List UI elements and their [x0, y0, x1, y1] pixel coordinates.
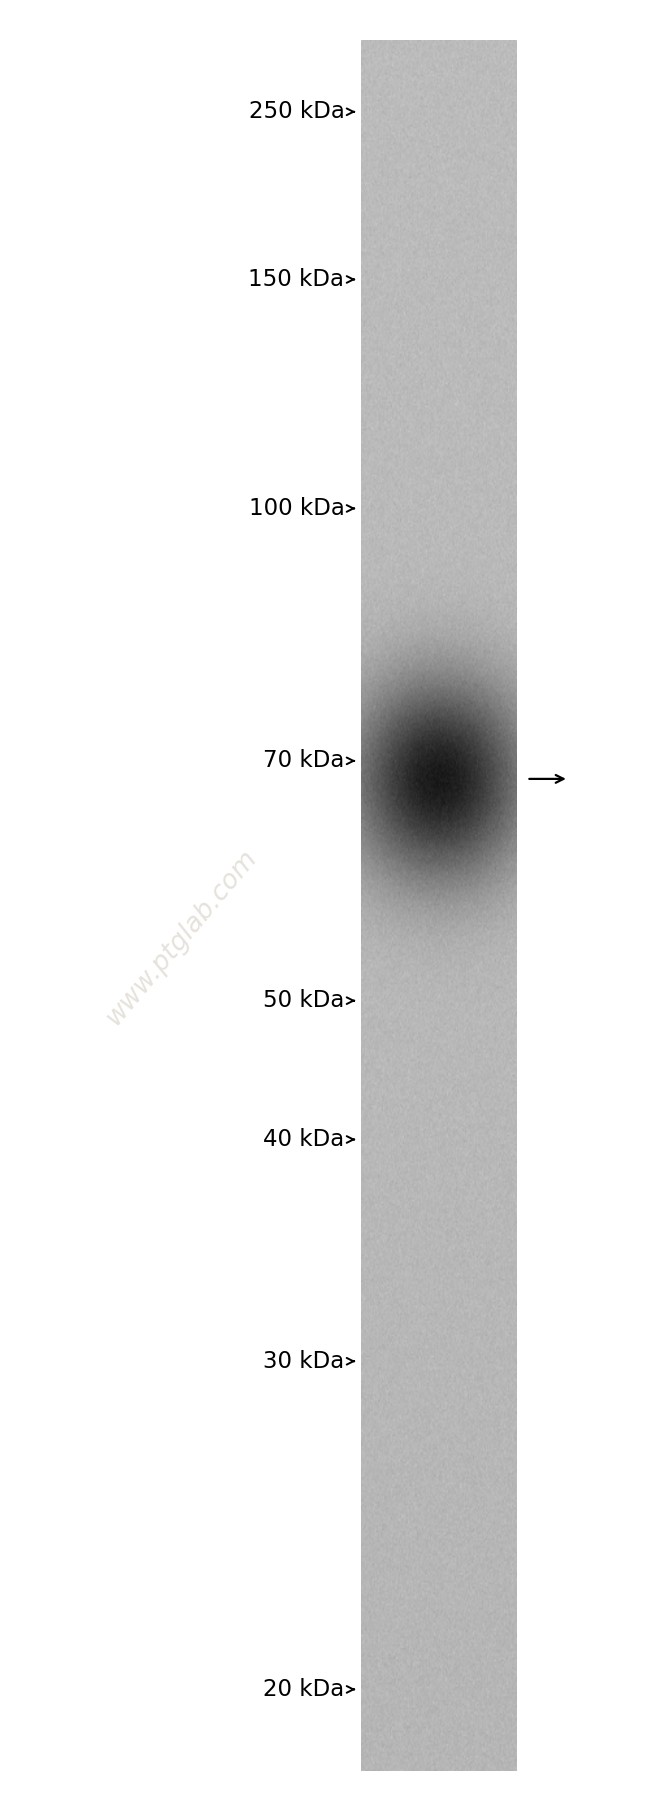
- Text: 250 kDa: 250 kDa: [248, 101, 344, 123]
- Text: 50 kDa: 50 kDa: [263, 990, 344, 1011]
- Text: 100 kDa: 100 kDa: [248, 498, 344, 519]
- Text: 40 kDa: 40 kDa: [263, 1129, 344, 1150]
- Text: 30 kDa: 30 kDa: [263, 1350, 344, 1372]
- Text: 20 kDa: 20 kDa: [263, 1679, 344, 1700]
- Text: 70 kDa: 70 kDa: [263, 750, 344, 772]
- Text: 150 kDa: 150 kDa: [248, 269, 344, 290]
- Text: www.ptglab.com: www.ptglab.com: [101, 846, 263, 1030]
